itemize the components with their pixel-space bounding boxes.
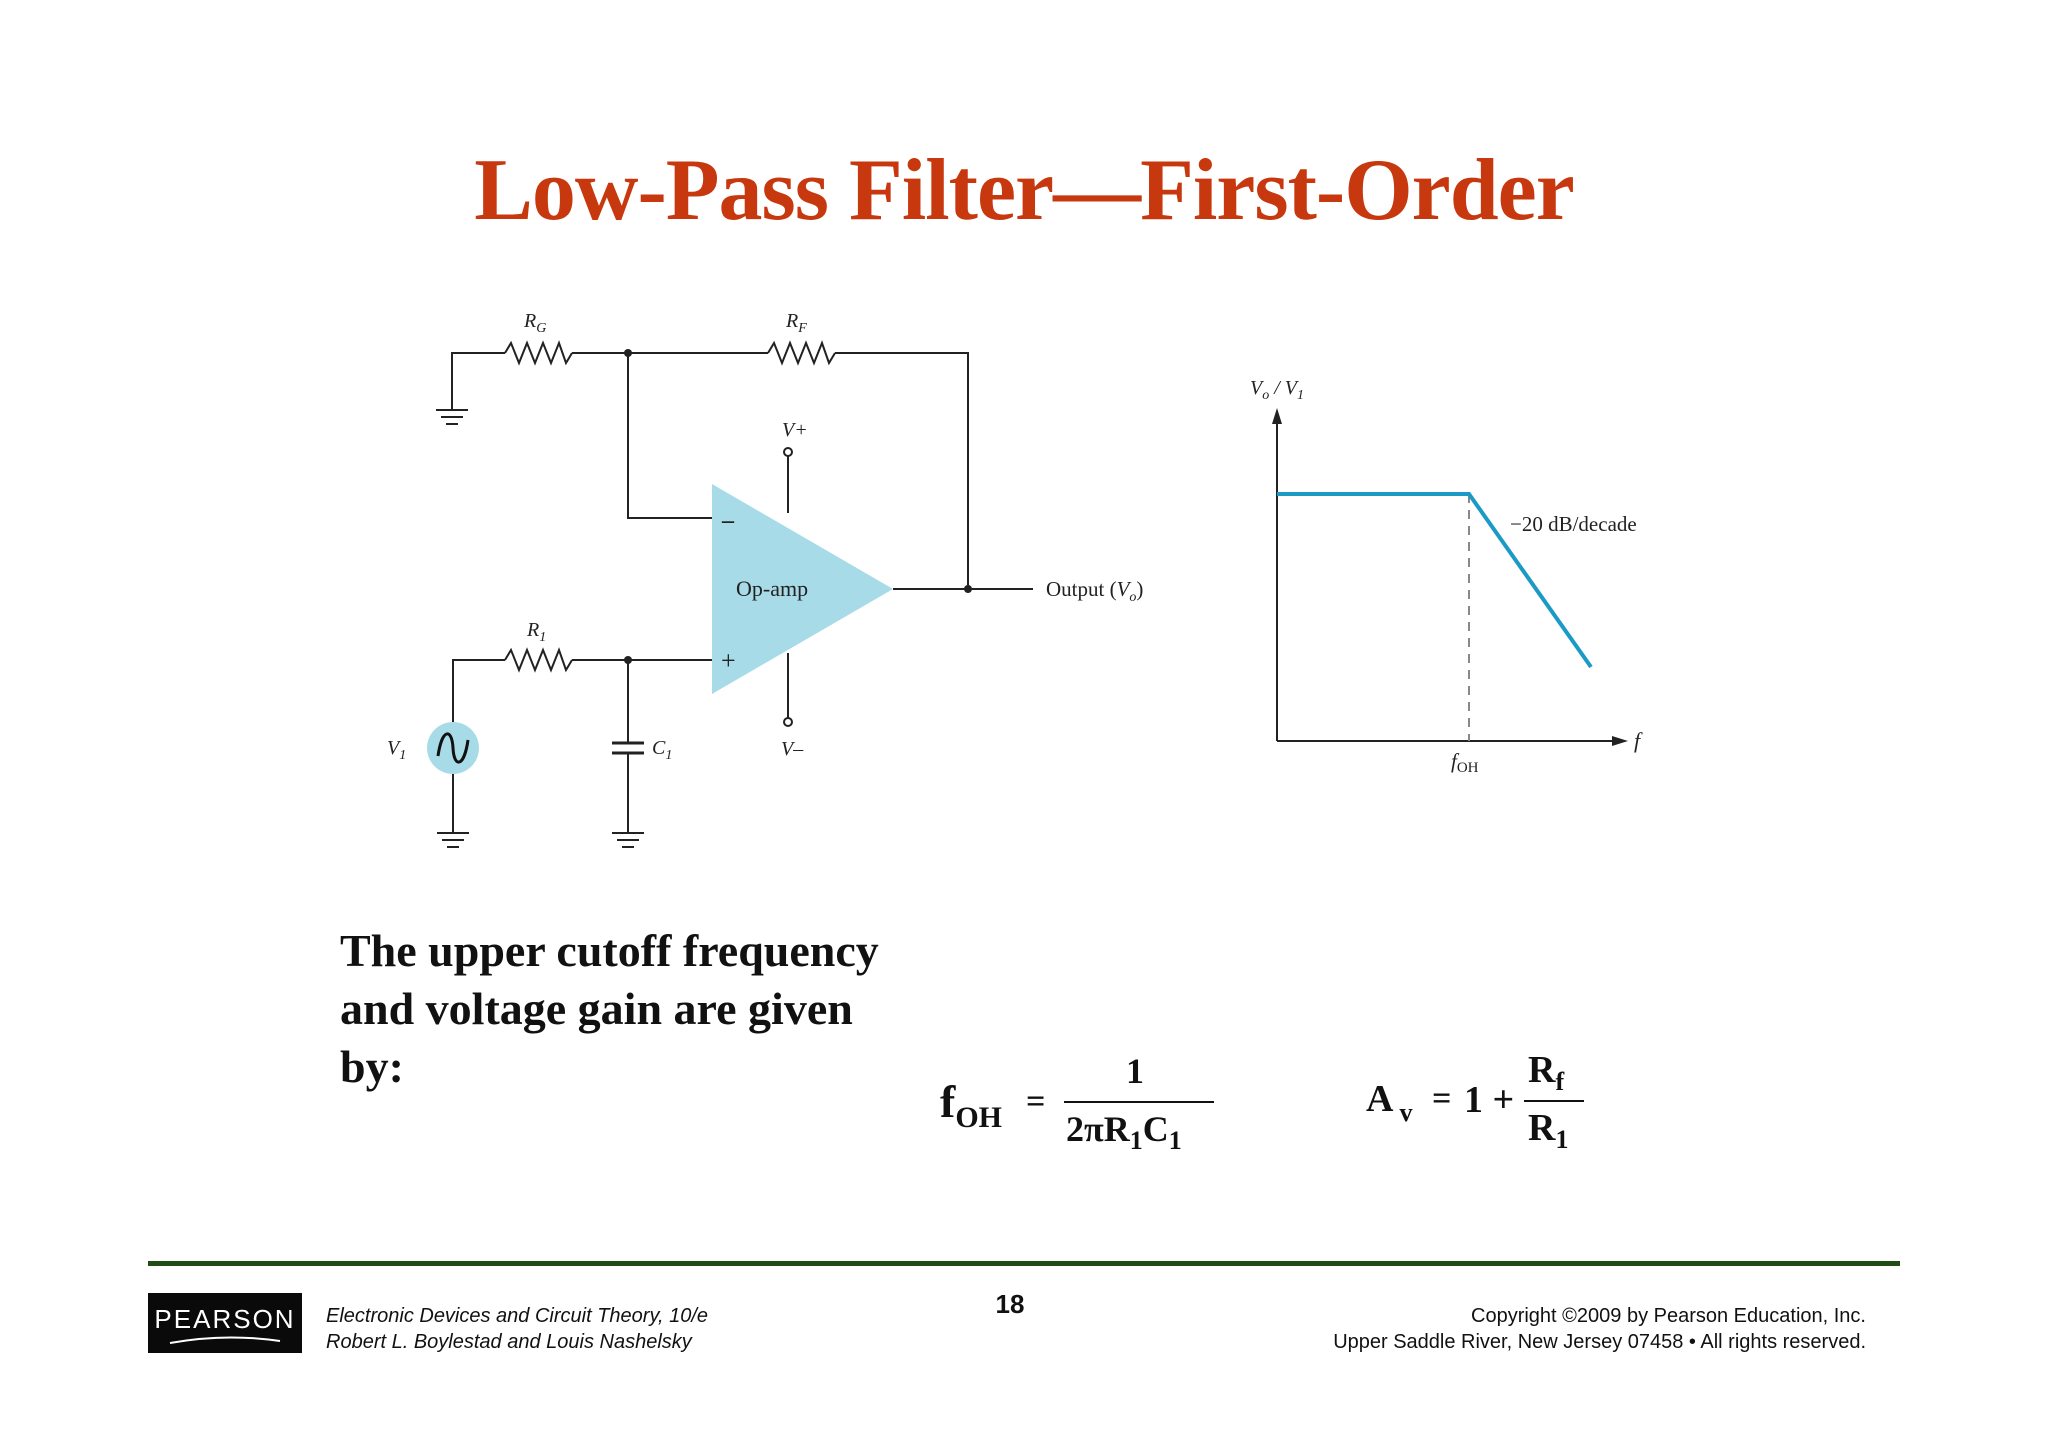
- vplus-terminal: [783, 447, 793, 457]
- feedback-wire-right: [835, 352, 969, 589]
- copyright-line: Copyright ©2009 by Pearson Education, In…: [1471, 1305, 1866, 1327]
- ac-source: [427, 722, 479, 774]
- x-axis-label: f: [1634, 728, 1643, 753]
- book-authors: Robert L. Boylestad and Louis Nashelsky: [326, 1331, 692, 1353]
- pearson-logo: PEARSON: [148, 1293, 302, 1353]
- formula-f-equals: =: [1026, 1083, 1046, 1120]
- circuit-labels: RG RF V+ – Op-amp + Output (Vo) R1 C1 V1…: [387, 310, 1143, 763]
- c1-label: C1: [652, 737, 672, 763]
- slope-label: −20 dB/decade: [1510, 512, 1637, 536]
- rg-label: RG: [523, 310, 546, 336]
- frequency-response-plot: Vo / V1 −20 dB/decade f fOH: [1250, 377, 1643, 776]
- y-axis-label: Vo / V1: [1250, 377, 1304, 403]
- footer-divider: [148, 1261, 1900, 1266]
- vminus-label: V–: [781, 738, 804, 760]
- address-line: Upper Saddle River, New Jersey 07458 • A…: [1333, 1331, 1866, 1353]
- source-wire-top: [452, 659, 505, 723]
- node-dot: [624, 349, 632, 357]
- op-amp-body: [712, 484, 893, 694]
- v1-label: V1: [387, 737, 406, 763]
- ground-symbol: [436, 409, 468, 425]
- formula-a-numerator: Rf: [1528, 1049, 1565, 1096]
- rf-label: RF: [785, 310, 807, 336]
- formula-f-denominator: 2πR1C1: [1066, 1109, 1182, 1155]
- sine-wave-icon: [436, 732, 470, 764]
- body-line: and voltage gain are given: [340, 983, 853, 1034]
- cutoff-label: fOH: [1451, 749, 1479, 776]
- body-line: by:: [340, 1041, 404, 1092]
- body-line: The upper cutoff frequency: [340, 925, 879, 976]
- page-number: 18: [995, 1289, 1025, 1319]
- inverting-input-wire: [627, 353, 712, 519]
- vplus-label: V+: [782, 419, 808, 441]
- ground-symbol: [437, 832, 469, 848]
- body-text: The upper cutoff frequency and voltage g…: [340, 922, 960, 1096]
- output-label: Output (Vo): [1046, 577, 1143, 605]
- book-title: Electronic Devices and Circuit Theory, 1…: [326, 1305, 709, 1327]
- ground-symbol: [612, 832, 644, 848]
- x-axis-arrow: [1612, 736, 1628, 746]
- vminus-terminal: [783, 717, 793, 727]
- copyright-notice: Copyright ©2009 by Pearson Education, In…: [1333, 1303, 1866, 1355]
- slide-title: Low-Pass Filter—First-Order: [474, 142, 1575, 239]
- formula-a-one-plus: 1 +: [1464, 1079, 1515, 1121]
- formula-f-numerator: 1: [1126, 1051, 1144, 1091]
- formula-a-denominator: R1: [1528, 1107, 1569, 1154]
- book-citation: Electronic Devices and Circuit Theory, 1…: [326, 1303, 708, 1355]
- response-curve: [1277, 492, 1593, 669]
- opamp-label: Op-amp: [736, 576, 808, 601]
- minus-sign: –: [721, 508, 735, 534]
- formula-a-equals: =: [1432, 1080, 1452, 1117]
- formula-f-lhs: fOH: [940, 1076, 1002, 1134]
- ground-wire-top: [451, 352, 505, 410]
- formula-a-fraction-bar: [1524, 1100, 1584, 1102]
- pearson-logo-text: PEARSON: [154, 1304, 296, 1334]
- logo-swoosh-icon: [169, 1336, 281, 1344]
- op-amp-circuit: [436, 340, 1033, 848]
- r1-resistor: [504, 647, 573, 673]
- formula-f-fraction-bar: [1064, 1101, 1214, 1103]
- rf-resistor: [767, 340, 836, 366]
- y-axis-arrow: [1272, 408, 1282, 424]
- r1-label: R1: [526, 619, 546, 645]
- output-node-dot: [964, 585, 972, 593]
- plus-sign: +: [721, 646, 736, 675]
- rg-resistor: [504, 340, 573, 366]
